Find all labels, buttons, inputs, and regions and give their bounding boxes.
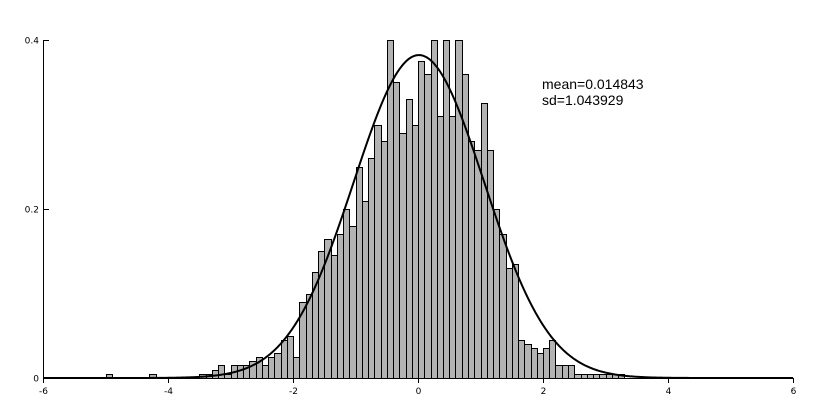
histogram-bar [512, 264, 519, 379]
histogram-bar [281, 340, 288, 379]
histogram-bar [599, 374, 607, 379]
histogram-bar [481, 103, 488, 379]
x-tick-label: 6 [791, 387, 797, 397]
histogram-bar [468, 141, 475, 379]
histogram-bar [555, 365, 563, 379]
histogram-bar [437, 116, 444, 379]
histogram-bar [499, 234, 507, 379]
x-tick-label: -2 [289, 387, 298, 397]
histogram-bar [349, 226, 357, 379]
histogram-bar [562, 365, 569, 379]
histogram-bar [343, 209, 350, 379]
histogram-bar [268, 357, 275, 379]
histogram-bar [506, 268, 513, 379]
histogram-bar [568, 365, 575, 379]
histogram-bar [387, 40, 394, 379]
x-tick-label: 2 [541, 387, 547, 397]
histogram-bar [549, 340, 556, 379]
y-tick-label: 0.4 [25, 37, 40, 47]
histogram-bar [418, 61, 425, 379]
y-tick-label: 0.2 [25, 206, 39, 216]
histogram-bar [593, 374, 600, 379]
x-tick-label: 4 [666, 387, 672, 397]
histogram-bar [493, 209, 500, 379]
histogram-bar [356, 167, 363, 379]
histogram-bar [262, 365, 269, 379]
x-axis-ticks: -6 -4 -2 0 2 4 6 [39, 378, 797, 397]
histogram-bar [287, 336, 294, 379]
histogram-bar [474, 150, 482, 379]
histogram-bar [374, 125, 382, 379]
histogram-bar [537, 353, 544, 379]
histogram-bar [606, 374, 613, 379]
histogram-bar [574, 374, 582, 379]
histogram-bar [449, 116, 456, 379]
histogram-bars [106, 40, 625, 379]
x-tick-label: 0 [416, 387, 422, 397]
x-tick-label: -4 [164, 387, 173, 397]
histogram-bar [581, 374, 588, 379]
histogram-bar [399, 133, 407, 379]
histogram-bar [306, 294, 313, 379]
histogram-bar [381, 141, 388, 379]
histogram-bar [518, 340, 525, 379]
histogram-bar [424, 74, 432, 379]
y-tick-label: 0 [33, 375, 39, 385]
histogram-bar [293, 357, 300, 379]
histogram-bar [337, 234, 344, 379]
histogram-bar [487, 150, 494, 379]
histogram-bar [524, 344, 532, 379]
y-axis-ticks: 0 0.2 0.4 [25, 37, 49, 385]
histogram-bar [543, 348, 550, 379]
histogram-bar [218, 365, 225, 379]
histogram-bar [368, 158, 375, 379]
histogram-bar [224, 374, 232, 379]
normal-fit-curve [43, 54, 793, 379]
histogram-bar [443, 40, 450, 379]
histogram-bar [455, 40, 463, 379]
histogram-bar [331, 255, 338, 379]
sd-annotation: sd=1.043929 [542, 92, 624, 108]
histogram-bar [431, 40, 438, 379]
histogram-bar [587, 374, 594, 379]
histogram-bar [531, 348, 538, 379]
histogram-bar [274, 353, 282, 379]
histogram-bar [412, 125, 419, 379]
mean-annotation: mean=0.014843 [542, 76, 644, 92]
histogram-bar [393, 82, 400, 379]
histogram-bar [406, 99, 413, 379]
x-tick-label: -6 [39, 387, 48, 397]
histogram-bar [362, 201, 369, 379]
